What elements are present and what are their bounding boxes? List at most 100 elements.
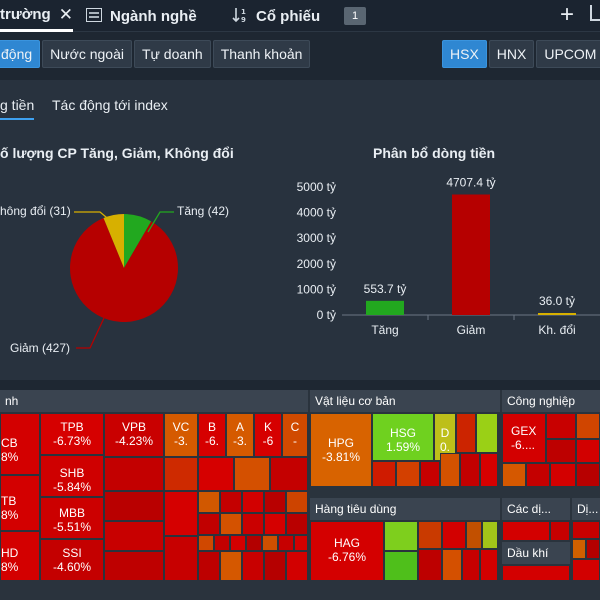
stock-cell[interactable]	[246, 535, 262, 551]
stock-cell[interactable]	[286, 551, 308, 581]
stock-cell[interactable]: TPB -6.73%	[40, 413, 104, 455]
stock-cell[interactable]	[104, 521, 164, 551]
stock-cell[interactable]	[462, 549, 480, 581]
filter-foreign-button[interactable]: Nước ngoài	[42, 40, 132, 68]
stock-cell[interactable]	[198, 457, 234, 491]
stock-cell[interactable]	[242, 551, 264, 581]
stock-cell[interactable]	[480, 453, 498, 487]
pie-slice-unchanged[interactable]	[103, 214, 124, 268]
stock-cell[interactable]	[214, 535, 230, 551]
add-tab-icon[interactable]: +	[560, 1, 575, 28]
stock-cell[interactable]	[164, 491, 198, 536]
stock-cell[interactable]	[262, 535, 278, 551]
stock-cell[interactable]	[442, 521, 466, 549]
stock-cell[interactable]	[460, 453, 480, 487]
stock-cell[interactable]	[104, 491, 164, 521]
stock-cell[interactable]	[220, 551, 242, 581]
stock-cell[interactable]	[198, 535, 214, 551]
stock-cell[interactable]	[576, 463, 600, 487]
stock-cell[interactable]: SHB -5.84%	[40, 455, 104, 497]
stock-cell[interactable]	[230, 535, 246, 551]
filter-proprietary-button[interactable]: Tự doanh	[133, 40, 211, 68]
subtab-index-impact[interactable]: Tác động tới index	[52, 97, 168, 113]
stock-cell[interactable]	[372, 461, 396, 487]
stock-cell[interactable]	[164, 536, 198, 581]
stock-cell[interactable]: HPG -3.81%	[310, 413, 372, 487]
stock-cell[interactable]: HSG 1.59%	[372, 413, 434, 461]
stock-cell[interactable]	[576, 439, 600, 463]
exchange-hsx-button[interactable]: HSX	[442, 40, 487, 68]
stock-cell[interactable]	[198, 551, 220, 581]
stock-cell[interactable]: VPB -4.23%	[104, 413, 164, 457]
stock-cell[interactable]	[550, 521, 570, 541]
stock-cell[interactable]	[242, 491, 264, 513]
filter-liquidity-button[interactable]: Thanh khoản	[212, 40, 311, 68]
stock-cell[interactable]	[418, 549, 442, 581]
stock-cell[interactable]	[294, 535, 308, 551]
stock-cell[interactable]	[466, 521, 482, 549]
stock-cell[interactable]	[270, 457, 308, 491]
stock-cell[interactable]	[572, 559, 600, 581]
stock-cell[interactable]	[198, 491, 220, 513]
stock-cell[interactable]	[234, 457, 270, 491]
bar-up[interactable]	[366, 300, 404, 315]
tab-industry[interactable]: Ngành nghề	[85, 0, 197, 32]
stock-cell[interactable]	[104, 457, 164, 491]
close-icon[interactable]: ✕	[58, 4, 73, 24]
stock-cell[interactable]	[220, 513, 242, 535]
stock-cell[interactable]	[396, 461, 420, 487]
pie-slice-up[interactable]	[124, 214, 152, 268]
bar-down[interactable]	[452, 194, 490, 315]
pie-slice-down[interactable]	[69, 218, 178, 322]
stock-cell[interactable]	[198, 513, 220, 535]
stock-cell[interactable]: A -3.	[226, 413, 254, 457]
stock-cell[interactable]: TB 8%	[0, 475, 40, 531]
stock-cell[interactable]	[420, 461, 440, 487]
stock-cell[interactable]	[476, 413, 498, 453]
stock-cell[interactable]	[104, 551, 164, 581]
stock-cell[interactable]	[576, 413, 600, 439]
stock-cell[interactable]: SSI -4.60%	[40, 539, 104, 581]
stock-cell[interactable]	[482, 521, 498, 549]
stock-cell[interactable]: CB 8%	[0, 413, 40, 475]
stock-cell[interactable]: B -6.	[198, 413, 226, 457]
stock-cell[interactable]	[502, 565, 570, 581]
stock-cell[interactable]: VC -3.	[164, 413, 198, 457]
stock-cell[interactable]	[264, 513, 286, 535]
stock-cell[interactable]	[220, 491, 242, 513]
stock-cell[interactable]	[546, 439, 576, 463]
stock-cell[interactable]	[264, 491, 286, 513]
stock-cell[interactable]	[442, 549, 462, 581]
stock-cell[interactable]	[242, 513, 264, 535]
stock-cell[interactable]	[502, 463, 526, 487]
stock-cell[interactable]	[440, 453, 460, 487]
subtab-money-flow[interactable]: g tiền	[0, 97, 35, 120]
tab-market[interactable]: trường ✕	[0, 0, 73, 32]
stock-cell[interactable]	[526, 463, 550, 487]
stock-cell[interactable]	[164, 457, 198, 491]
stock-cell[interactable]	[286, 491, 308, 513]
stock-cell[interactable]	[384, 521, 418, 551]
stock-cell[interactable]: D 0.	[434, 413, 456, 461]
bar-unchanged[interactable]	[538, 313, 576, 315]
filter-impact-button[interactable]: động	[0, 40, 41, 68]
stock-cell[interactable]	[546, 413, 576, 439]
stock-cell[interactable]	[550, 463, 576, 487]
stock-cell[interactable]: HD 8%	[0, 531, 40, 581]
stock-cell[interactable]	[572, 521, 600, 539]
stock-cell[interactable]	[456, 413, 476, 453]
stock-cell[interactable]: MBB -5.51%	[40, 497, 104, 539]
stock-cell[interactable]	[480, 549, 498, 581]
stock-cell[interactable]	[264, 551, 286, 581]
stock-cell[interactable]: C -	[282, 413, 308, 457]
stock-cell[interactable]	[384, 551, 418, 581]
stock-cell[interactable]	[502, 521, 550, 541]
stock-cell[interactable]: HAG -6.76%	[310, 521, 384, 581]
stock-cell[interactable]	[586, 539, 600, 559]
stock-cell[interactable]: K -6	[254, 413, 282, 457]
stock-cell[interactable]: GEX -6....	[502, 413, 546, 463]
stock-cell[interactable]	[572, 539, 586, 559]
stock-cell[interactable]	[418, 521, 442, 549]
stock-cell[interactable]	[278, 535, 294, 551]
